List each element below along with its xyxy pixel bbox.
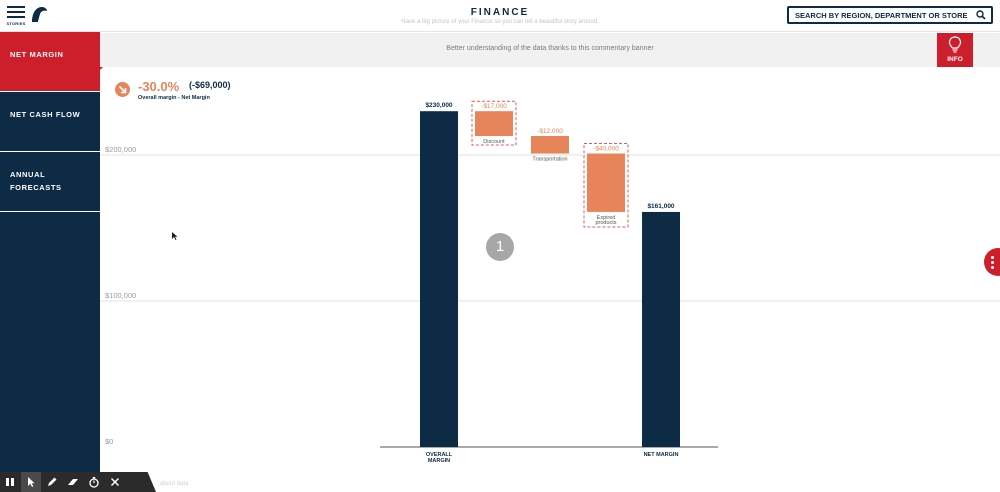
menu-icon-bar [7, 16, 25, 18]
pen-tool-button[interactable] [42, 472, 62, 492]
category-label-expired-products: Expired [597, 215, 616, 221]
y-tick-label: $100,000 [105, 291, 136, 300]
kpi-caption: Overall margin - Net Margin [138, 95, 210, 101]
x-label-overall-margin-line2: MARGIN [428, 458, 450, 464]
kpi-percent: -30.0% [138, 79, 180, 94]
trend-down-icon [115, 82, 130, 97]
pause-button[interactable] [0, 472, 20, 492]
bar-expired-products [587, 153, 625, 212]
y-tick-label: $200,000 [105, 145, 136, 154]
search-icon[interactable] [976, 10, 986, 20]
menu-icon-bar [7, 11, 25, 13]
close-toolbar-button[interactable] [105, 472, 125, 492]
data-label-overall-margin: $230,000 [425, 102, 452, 109]
category-label-expired-products-line2: products [595, 220, 616, 226]
toolbar-tail [128, 472, 156, 492]
pointer-tool-button[interactable] [21, 472, 41, 492]
search-input[interactable] [795, 10, 973, 20]
highlighter-tool-button[interactable] [63, 472, 83, 492]
page-title: FINANCE [470, 7, 530, 18]
more-vertical-icon-dot [991, 261, 994, 264]
more-vertical-icon [991, 256, 994, 259]
pen-icon [48, 477, 57, 486]
info-label: INFO [947, 56, 963, 63]
bar-transportation [531, 136, 569, 154]
timer-tool-button[interactable] [84, 472, 104, 492]
bar-overall-margin [420, 111, 458, 447]
sidebar: NET MARGIN NET CASH FLOW ANNUAL FORECAST… [0, 32, 108, 492]
lightbulb-icon [948, 36, 962, 53]
data-label-net-margin: $161,000 [647, 203, 674, 210]
page-subtitle: Have a big picture of your Finance so yo… [401, 19, 599, 25]
commentary-banner: Better understanding of the data thanks … [100, 33, 1000, 67]
bar-net-margin [642, 211, 680, 447]
y-tick-label: $0 [105, 437, 113, 446]
search-box[interactable] [787, 6, 993, 24]
data-label-expired-products: -$40,000 [593, 146, 619, 153]
app-header: STORIES FINANCE Have a big picture of yo… [0, 0, 1000, 32]
banner-text: Better understanding of the data thanks … [446, 45, 654, 52]
highlight-box-expired-products [583, 143, 629, 228]
sidebar-item-label: ANNUAL [10, 170, 46, 179]
close-icon [111, 478, 119, 486]
more-vertical-icon-dot [991, 266, 994, 269]
stopwatch-icon [89, 477, 99, 488]
kpi-amount: (-$69,000) [189, 80, 231, 90]
sidebar-item-net-cash-flow[interactable]: NET CASH FLOW [0, 92, 100, 152]
stories-menu-button[interactable]: STORIES [6, 5, 26, 27]
sidebar-item-annual-forecasts[interactable]: ANNUAL FORECASTS [0, 152, 100, 212]
x-label-net-margin: NET MARGIN [644, 452, 679, 458]
highlighter-icon [68, 479, 78, 485]
category-label-discount: Discount [483, 139, 505, 145]
info-button[interactable]: INFO [937, 33, 973, 67]
pointer-icon [28, 477, 35, 487]
bar-discount [475, 111, 513, 137]
sidebar-item-label: NET CASH FLOW [10, 110, 81, 119]
stories-label: STORIES [6, 21, 26, 26]
sidebar-item-net-margin[interactable]: NET MARGIN [0, 32, 108, 92]
menu-icon [7, 6, 25, 8]
pause-icon [6, 478, 14, 486]
category-label-transportation: Transportation [532, 157, 567, 163]
sidebar-item-label: NET MARGIN [10, 50, 64, 59]
logo-icon [32, 7, 47, 22]
x-label-overall-margin: OVERALL [426, 452, 453, 458]
more-options-button[interactable] [984, 248, 1000, 276]
footer-text: about data [160, 481, 189, 487]
step-badge: 1 [486, 233, 514, 261]
data-label-discount: -$17,000 [481, 103, 507, 110]
mouse-cursor-icon [172, 232, 178, 240]
sidebar-item-label-line2: FORECASTS [10, 183, 62, 192]
annotation-toolbar [0, 472, 128, 492]
highlight-box-discount [471, 100, 517, 146]
data-label-transportation: -$12,000 [537, 128, 563, 135]
